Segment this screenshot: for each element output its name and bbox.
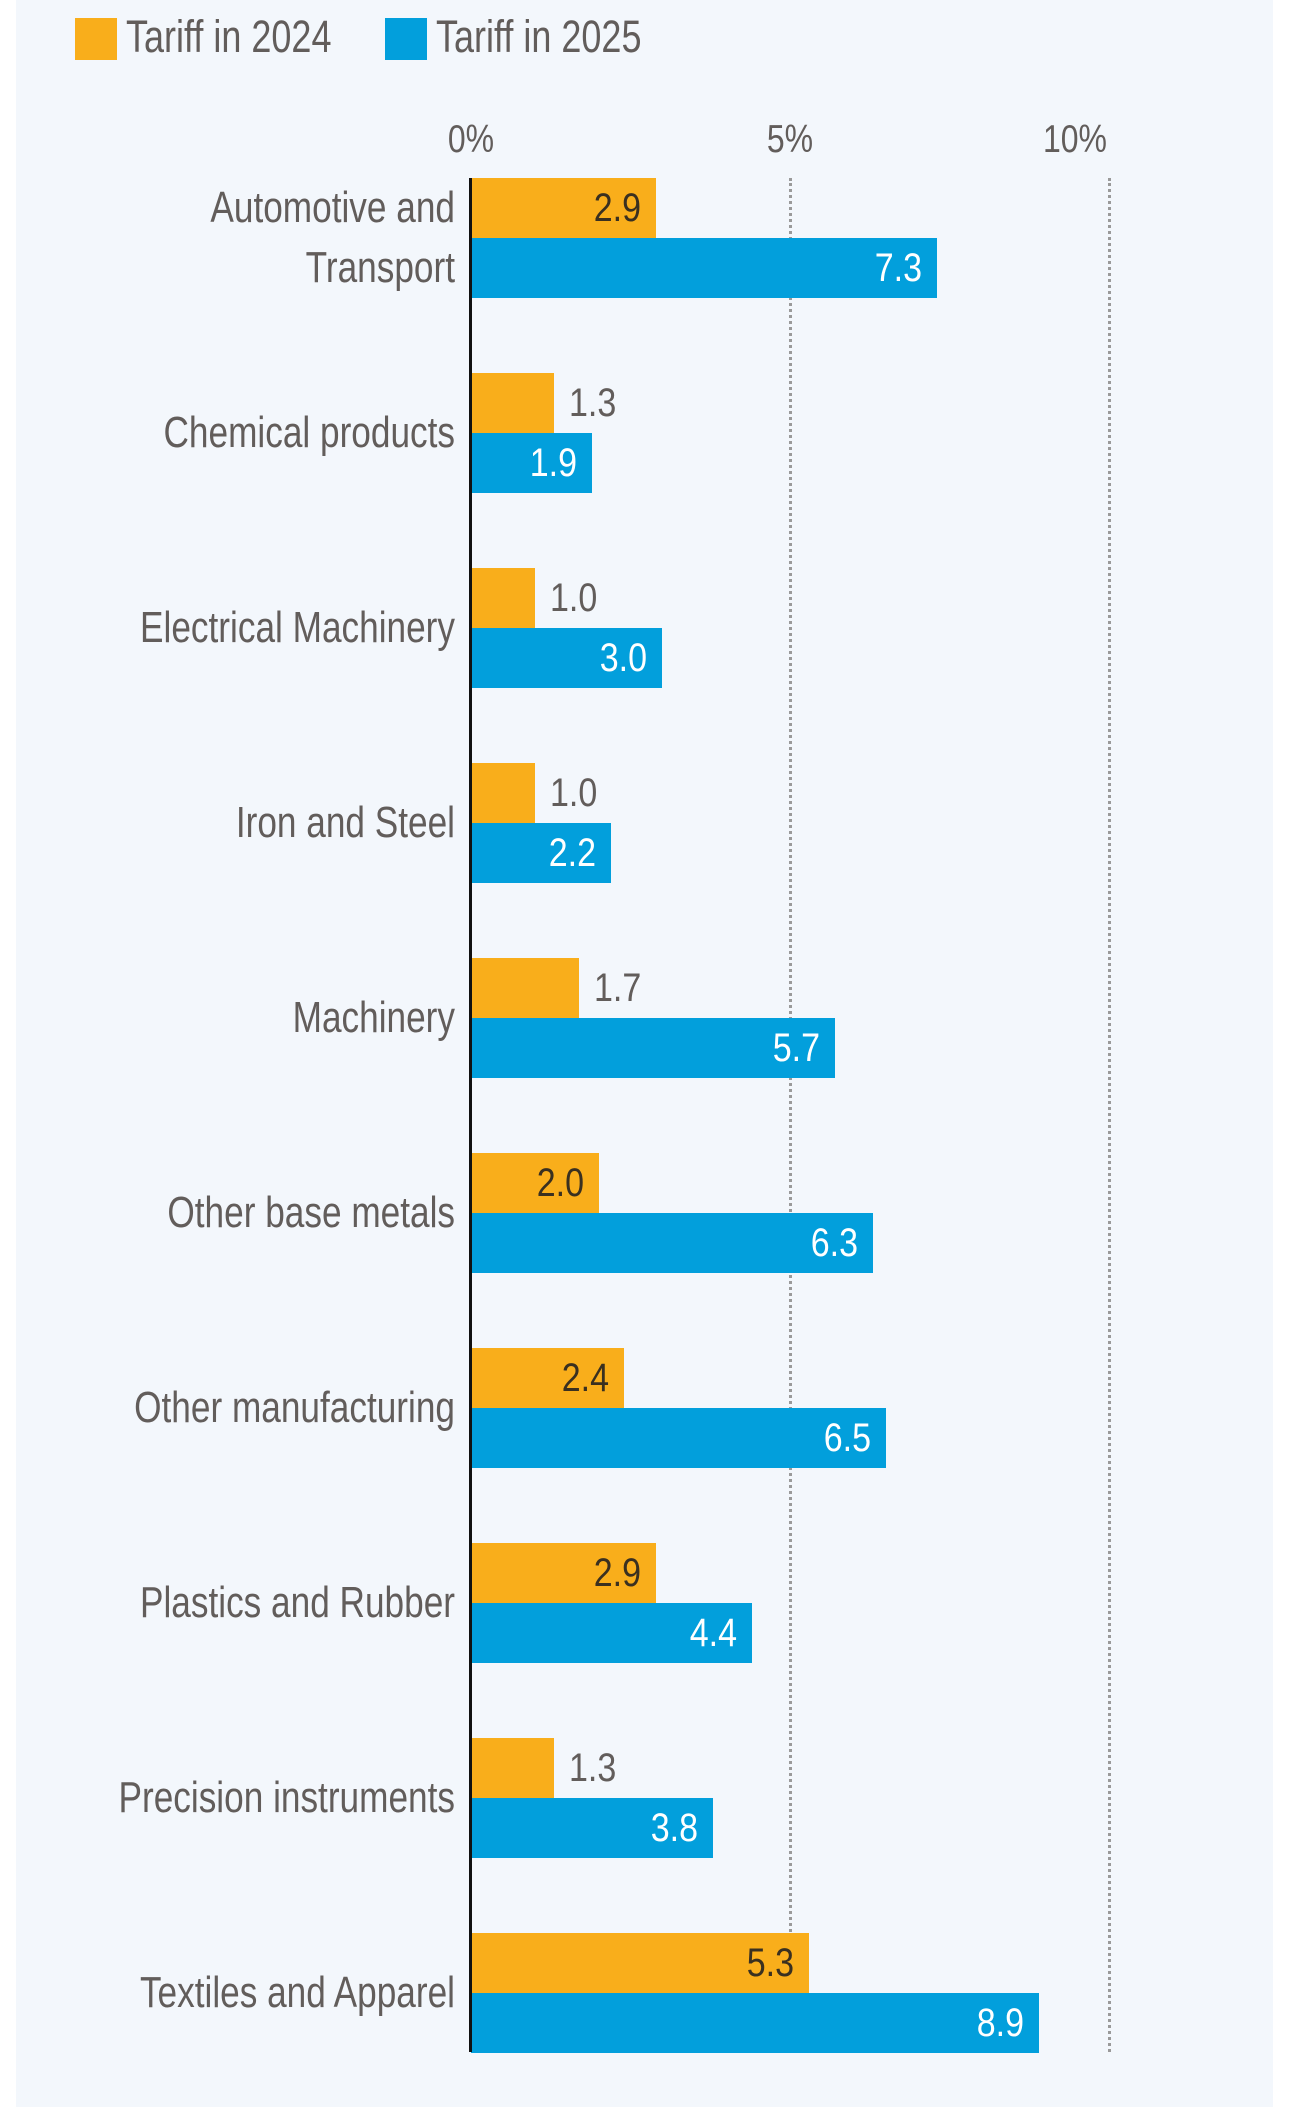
bar-2024: [471, 958, 580, 1018]
x-tick-label: 5%: [766, 118, 814, 161]
bar-2025: [471, 628, 663, 688]
data-label: 2.4: [561, 1356, 610, 1400]
bar-2025: [471, 1018, 835, 1078]
category-label: Automotive and Transport: [91, 178, 455, 298]
bar-2025: [471, 238, 937, 298]
category-label: Chemical products: [91, 403, 456, 463]
category-label: Machinery: [91, 988, 455, 1048]
data-label: 3.0: [600, 636, 648, 680]
category-label-line: Textiles and Apparel: [139, 1968, 455, 2017]
category-label: Electrical Machinery: [91, 598, 455, 658]
data-label: 1.0: [549, 771, 598, 815]
category-label-line: Precision instruments: [118, 1773, 455, 1822]
y-axis-line: [469, 178, 472, 2052]
data-label: 1.0: [549, 576, 598, 620]
bar-2025: [471, 1798, 714, 1858]
data-label: 6.3: [810, 1221, 858, 1265]
category-label-line: Plastics and Rubber: [139, 1578, 456, 1627]
legend-swatch-2025: [385, 18, 427, 60]
data-label: 4.4: [689, 1611, 737, 1655]
category-label: Textiles and Apparel: [91, 1963, 455, 2023]
category-label: Iron and Steel: [91, 793, 455, 853]
data-label: 8.9: [976, 2001, 1024, 2045]
data-label: 1.9: [529, 441, 578, 485]
bar-2025: [471, 1993, 1039, 2053]
data-label: 2.9: [593, 1551, 642, 1595]
bar-2024: [471, 1738, 554, 1798]
category-label: Other base metals: [91, 1183, 455, 1243]
bar-2024: [471, 1543, 657, 1603]
category-label-line: Electrical Machinery: [140, 603, 456, 652]
category-label-line: Chemical products: [163, 408, 456, 457]
gridline-10: [1108, 178, 1111, 2052]
legend-label-2025: Tariff in 2025: [436, 11, 642, 62]
category-label: Precision instruments: [91, 1768, 455, 1828]
bar-2025: [471, 1408, 886, 1468]
bar-2024: [471, 178, 657, 238]
x-tick-label: 10%: [1042, 118, 1107, 161]
bar-2024: [471, 1348, 625, 1408]
legend-label-2024: Tariff in 2024: [126, 11, 332, 62]
data-label: 6.5: [823, 1416, 871, 1460]
data-label: 1.7: [594, 966, 642, 1010]
data-label: 5.3: [746, 1941, 795, 1985]
data-label: 2.9: [593, 186, 642, 230]
bar-2025: [471, 433, 593, 493]
category-label-line: Iron and Steel: [235, 798, 455, 847]
category-label: Plastics and Rubber: [91, 1573, 455, 1633]
data-label: 5.7: [772, 1026, 820, 1070]
bar-2025: [471, 1213, 873, 1273]
category-label-line: Machinery: [292, 993, 455, 1042]
data-label: 2.0: [536, 1161, 584, 1205]
category-label: Other manufacturing: [91, 1378, 455, 1438]
bar-2024: [471, 763, 535, 823]
category-label-line: Automotive and: [210, 183, 455, 232]
data-label: 2.2: [549, 831, 597, 875]
bar-2025: [471, 1603, 752, 1663]
bar-2025: [471, 823, 612, 883]
bar-2024: [471, 1153, 599, 1213]
bar-2024: [471, 568, 535, 628]
data-label: 1.3: [568, 381, 617, 425]
category-label-line: Transport: [305, 243, 455, 292]
category-label-line: Other manufacturing: [134, 1383, 455, 1432]
bar-2024: [471, 373, 554, 433]
data-label: 3.8: [651, 1806, 699, 1850]
x-tick-label: 0%: [447, 118, 495, 161]
data-label: 7.3: [874, 246, 922, 290]
legend-swatch-2024: [75, 18, 117, 60]
data-label: 1.3: [568, 1746, 617, 1790]
bar-2024: [471, 1933, 810, 1993]
category-label-line: Other base metals: [167, 1188, 455, 1237]
gridline-5: [789, 178, 792, 2052]
